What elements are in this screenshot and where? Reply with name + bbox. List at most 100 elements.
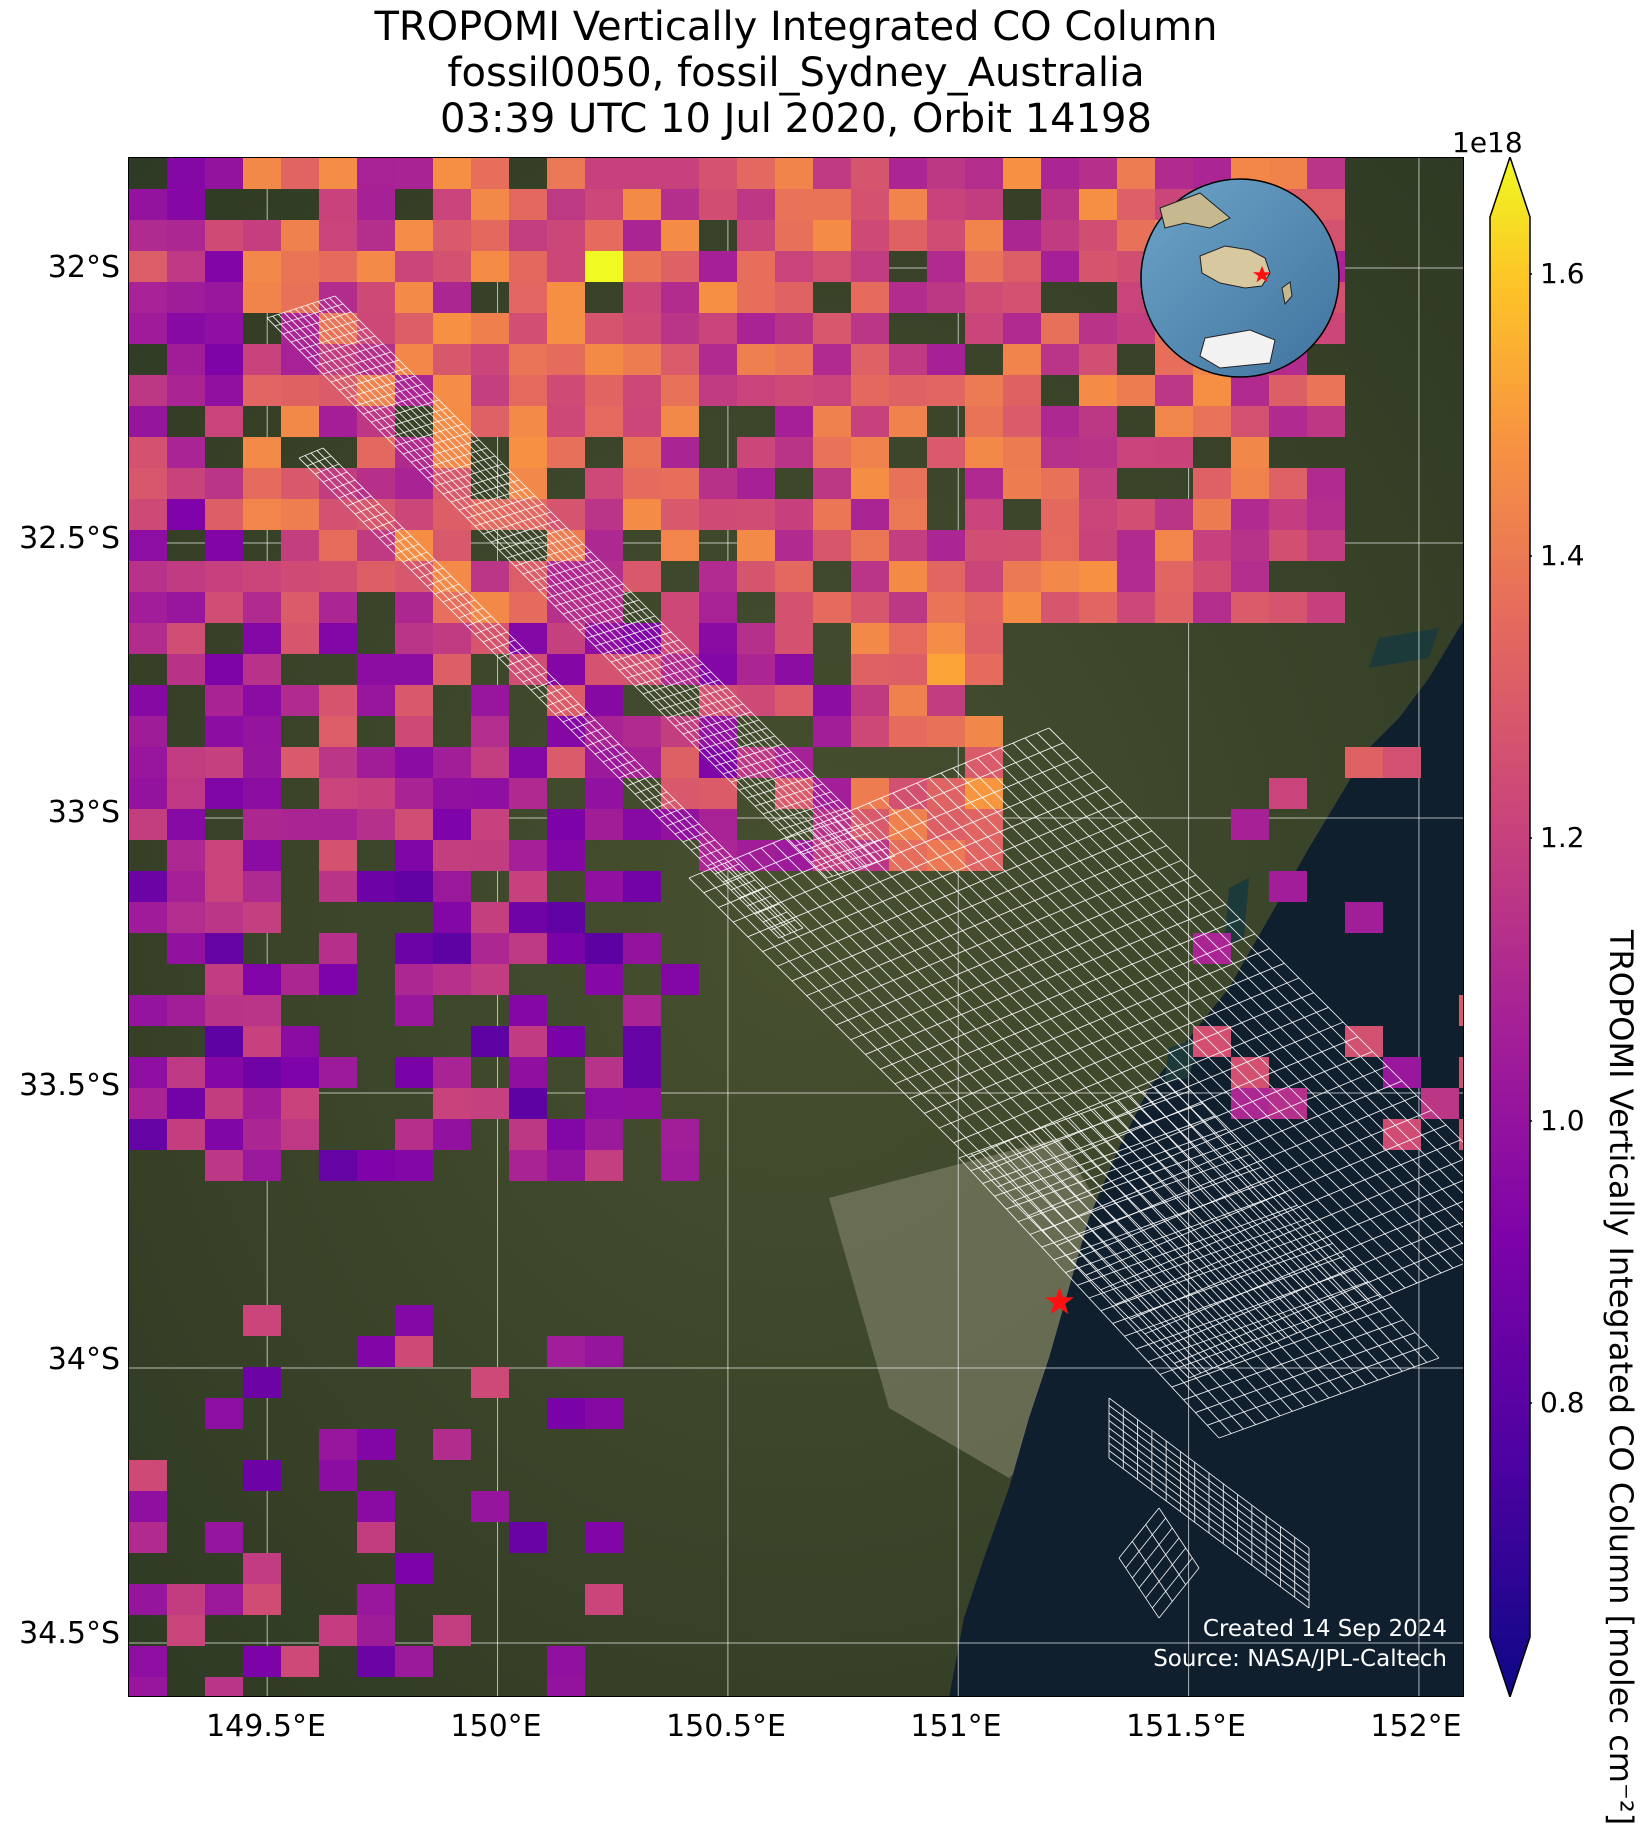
co-pixel bbox=[471, 685, 509, 716]
co-pixel bbox=[1155, 499, 1193, 530]
co-pixel bbox=[281, 1088, 319, 1119]
co-pixel bbox=[1269, 530, 1307, 561]
co-pixel bbox=[737, 344, 775, 375]
co-pixel bbox=[623, 189, 661, 220]
co-pixel bbox=[243, 623, 281, 654]
co-pixel bbox=[927, 778, 965, 809]
co-pixel bbox=[623, 716, 661, 747]
co-pixel bbox=[547, 1150, 585, 1181]
map-panel[interactable]: Created 14 Sep 2024 Source: NASA/JPL-Cal… bbox=[128, 157, 1464, 1697]
co-pixel bbox=[661, 375, 699, 406]
co-pixel bbox=[965, 468, 1003, 499]
co-pixel bbox=[699, 468, 737, 499]
co-pixel bbox=[1155, 530, 1193, 561]
co-pixel bbox=[1231, 406, 1269, 437]
co-pixel bbox=[1079, 592, 1117, 623]
colorbar-tick: 1.6 bbox=[1540, 258, 1585, 290]
lat-tick: 33.5°S bbox=[19, 1069, 120, 1103]
co-pixel bbox=[585, 1150, 623, 1181]
co-pixel bbox=[357, 685, 395, 716]
co-pixel bbox=[433, 313, 471, 344]
co-pixel bbox=[1231, 468, 1269, 499]
co-pixel bbox=[471, 902, 509, 933]
co-pixel bbox=[737, 158, 775, 189]
co-pixel bbox=[167, 437, 205, 468]
co-pixel bbox=[965, 778, 1003, 809]
co-pixel bbox=[395, 933, 433, 964]
co-pixel bbox=[167, 778, 205, 809]
co-pixel bbox=[433, 189, 471, 220]
co-pixel bbox=[661, 251, 699, 282]
co-pixel bbox=[927, 220, 965, 251]
co-pixel bbox=[129, 685, 167, 716]
colorbar-exponent: 1e18 bbox=[1452, 126, 1523, 159]
co-pixel bbox=[585, 468, 623, 499]
co-pixel bbox=[889, 561, 927, 592]
co-pixel bbox=[509, 189, 547, 220]
lat-tick: 32.5°S bbox=[19, 522, 120, 556]
colorbar-tick: 1.4 bbox=[1540, 540, 1585, 572]
co-pixel bbox=[167, 623, 205, 654]
co-pixel bbox=[1003, 530, 1041, 561]
co-pixel bbox=[737, 189, 775, 220]
co-pixel bbox=[965, 716, 1003, 747]
co-pixel bbox=[205, 158, 243, 189]
co-pixel bbox=[433, 871, 471, 902]
co-pixel bbox=[889, 344, 927, 375]
map-canvas[interactable]: Created 14 Sep 2024 Source: NASA/JPL-Cal… bbox=[129, 158, 1464, 1697]
co-pixel bbox=[1041, 220, 1079, 251]
co-pixel bbox=[243, 344, 281, 375]
co-pixel bbox=[1269, 375, 1307, 406]
co-pixel bbox=[509, 778, 547, 809]
co-pixel bbox=[1307, 406, 1345, 437]
co-pixel bbox=[433, 902, 471, 933]
co-pixel bbox=[1041, 437, 1079, 468]
co-pixel bbox=[889, 592, 927, 623]
co-pixel bbox=[395, 871, 433, 902]
co-pixel bbox=[1079, 530, 1117, 561]
co-pixel bbox=[319, 1429, 357, 1460]
co-pixel bbox=[851, 406, 889, 437]
co-pixel bbox=[509, 1119, 547, 1150]
co-pixel bbox=[813, 344, 851, 375]
lon-tick: 151°E bbox=[910, 1710, 1001, 1744]
co-pixel bbox=[965, 499, 1003, 530]
co-pixel bbox=[1079, 158, 1117, 189]
co-pixel bbox=[395, 716, 433, 747]
co-pixel bbox=[281, 499, 319, 530]
co-pixel bbox=[737, 468, 775, 499]
co-pixel bbox=[585, 809, 623, 840]
co-pixel bbox=[509, 1150, 547, 1181]
co-pixel bbox=[243, 1367, 281, 1398]
co-pixel bbox=[585, 344, 623, 375]
co-pixel bbox=[281, 1057, 319, 1088]
co-pixel bbox=[357, 654, 395, 685]
co-pixel bbox=[623, 375, 661, 406]
co-pixel bbox=[1155, 406, 1193, 437]
co-pixel bbox=[661, 1150, 699, 1181]
co-pixel bbox=[357, 871, 395, 902]
co-pixel bbox=[281, 1646, 319, 1677]
co-pixel bbox=[433, 282, 471, 313]
co-pixel bbox=[585, 1057, 623, 1088]
co-pixel bbox=[205, 1026, 243, 1057]
co-pixel bbox=[357, 468, 395, 499]
co-pixel bbox=[813, 313, 851, 344]
co-pixel bbox=[661, 313, 699, 344]
co-pixel bbox=[851, 313, 889, 344]
co-pixel bbox=[889, 716, 927, 747]
co-pixel bbox=[889, 468, 927, 499]
co-pixel bbox=[433, 1057, 471, 1088]
co-pixel bbox=[623, 344, 661, 375]
co-pixel bbox=[585, 685, 623, 716]
co-pixel bbox=[243, 158, 281, 189]
co-pixel bbox=[129, 375, 167, 406]
co-pixel bbox=[433, 530, 471, 561]
co-pixel bbox=[965, 623, 1003, 654]
co-pixel bbox=[243, 220, 281, 251]
co-pixel bbox=[1383, 747, 1421, 778]
co-pixel bbox=[243, 747, 281, 778]
co-pixel bbox=[547, 840, 585, 871]
co-pixel bbox=[623, 933, 661, 964]
co-pixel bbox=[927, 158, 965, 189]
